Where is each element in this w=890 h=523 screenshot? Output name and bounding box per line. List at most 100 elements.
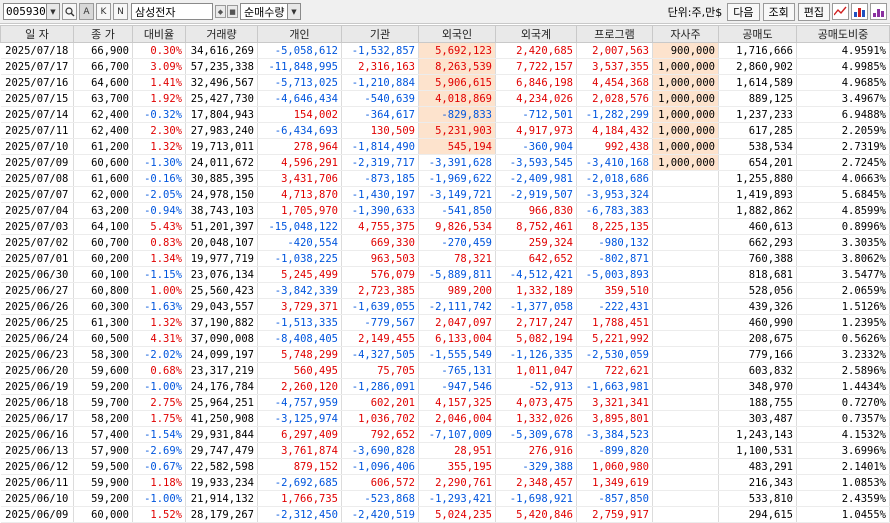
table-row[interactable]: 2025/07/02 60,700 0.83% 20,048,107 -420,554 6… [0, 234, 890, 251]
cell-individual: -5,713,025 [257, 74, 342, 91]
cell-short-sell: 1,716,666 [718, 42, 797, 59]
cell-foreign-broker: -1,377,058 [495, 298, 577, 315]
cell-foreign-broker: 2,348,457 [495, 474, 577, 491]
table-row[interactable]: 2025/06/18 59,700 2.75% 25,964,251 -4,757,95… [0, 394, 890, 411]
cell-short-sell: 1,882,862 [718, 202, 797, 219]
table-row[interactable]: 2025/06/24 60,500 4.31% 37,090,008 -8,408,40… [0, 330, 890, 347]
cell-treasury [652, 474, 719, 491]
stock-memo-icon[interactable]: ■ [227, 5, 238, 18]
cell-foreigner: -7,107,009 [418, 426, 496, 443]
table-row[interactable]: 2025/06/25 61,300 1.32% 37,190,882 -1,513,33… [0, 314, 890, 331]
col-header-institution[interactable]: 기관 [341, 25, 419, 43]
stock-name-field: 삼성전자 [131, 3, 213, 20]
table-row[interactable]: 2025/06/17 58,200 1.75% 41,250,908 -3,125,97… [0, 410, 890, 427]
cell-individual: -15,048,122 [257, 218, 342, 235]
cell-treasury [652, 314, 719, 331]
cell-foreign-broker: -712,501 [495, 106, 577, 123]
filter-k-button[interactable]: K [96, 3, 111, 20]
cell-short-ratio: 4.9591% [796, 42, 890, 59]
cell-program: -3,953,324 [576, 186, 653, 203]
cell-short-sell: 818,681 [718, 266, 797, 283]
cell-short-ratio: 6.9488% [796, 106, 890, 123]
table-row[interactable]: 2025/07/08 61,600 -0.16% 30,885,395 3,431,70… [0, 170, 890, 187]
cell-treasury [652, 282, 719, 299]
col-header-short-sell[interactable]: 공매도 [718, 25, 797, 43]
table-row[interactable]: 2025/07/03 64,100 5.43% 51,201,397 -15,048,1… [0, 218, 890, 235]
cell-volume: 41,250,908 [185, 410, 258, 427]
table-row[interactable]: 2025/06/09 60,000 1.52% 28,179,267 -2,312,45… [0, 506, 890, 523]
stock-code-input[interactable]: 005930 [3, 3, 47, 20]
table-row[interactable]: 2025/06/10 59,200 -1.00% 21,914,132 1,766,73… [0, 490, 890, 507]
edit-button[interactable]: 편집 [797, 2, 830, 21]
cell-volume: 22,582,598 [185, 458, 258, 475]
col-header-program[interactable]: 프로그램 [576, 25, 653, 43]
chevron-down-icon[interactable]: ▼ [47, 3, 60, 20]
cell-foreigner: -541,850 [418, 202, 496, 219]
col-header-change-rate[interactable]: 대비율 [132, 25, 186, 43]
col-header-close[interactable]: 종 가 [73, 25, 133, 43]
table-row[interactable]: 2025/06/13 57,900 -2.69% 29,747,479 3,761,87… [0, 442, 890, 459]
cell-foreigner: 4,157,325 [418, 394, 496, 411]
col-header-foreign-broker[interactable]: 외국계 [495, 25, 577, 43]
cell-date: 2025/06/18 [0, 394, 74, 411]
cell-short-ratio: 1.4434% [796, 378, 890, 395]
table-row[interactable]: 2025/07/04 63,200 -0.94% 38,743,103 1,705,97… [0, 202, 890, 219]
col-header-individual[interactable]: 개인 [257, 25, 342, 43]
cell-volume: 29,043,557 [185, 298, 258, 315]
cell-program: 992,438 [576, 138, 653, 155]
col-header-date[interactable]: 일 자 [0, 25, 74, 43]
export-chart-icon[interactable] [870, 3, 887, 20]
cell-individual: -11,848,995 [257, 58, 342, 75]
table-row[interactable]: 2025/06/16 57,400 -1.54% 29,931,844 6,297,40… [0, 426, 890, 443]
filter-n-button[interactable]: N [113, 3, 128, 20]
table-row[interactable]: 2025/07/10 61,200 1.32% 19,713,011 278,964 -1… [0, 138, 890, 155]
table-row[interactable]: 2025/07/15 63,700 1.92% 25,427,730 -4,646,43… [0, 90, 890, 107]
stock-info-icon[interactable]: ◆ [215, 5, 226, 18]
table-row[interactable]: 2025/06/11 59,900 1.18% 19,933,234 -2,692,68… [0, 474, 890, 491]
table-row[interactable]: 2025/06/19 59,200 -1.00% 24,176,784 2,260,12… [0, 378, 890, 395]
table-row[interactable]: 2025/06/20 59,600 0.68% 23,317,219 560,495 75… [0, 362, 890, 379]
cell-individual: -2,692,685 [257, 474, 342, 491]
table-row[interactable]: 2025/07/09 60,600 -1.30% 24,011,672 4,596,29… [0, 154, 890, 171]
col-header-treasury[interactable]: 자사주 [652, 25, 719, 43]
cell-program: 359,510 [576, 282, 653, 299]
cell-treasury [652, 410, 719, 427]
cell-change-rate: 2.30% [132, 122, 186, 139]
table-row[interactable]: 2025/06/30 60,100 -1.15% 23,076,134 5,245,49… [0, 266, 890, 283]
query-button[interactable]: 조회 [762, 2, 795, 21]
table-row[interactable]: 2025/07/16 64,600 1.41% 32,496,567 -5,713,02… [0, 74, 890, 91]
table-row[interactable]: 2025/07/07 62,000 -2.05% 24,978,150 4,713,87… [0, 186, 890, 203]
table-row[interactable]: 2025/06/12 59,500 -0.67% 22,582,598 879,152-… [0, 458, 890, 475]
cell-institution: -1,286,091 [341, 378, 419, 395]
col-header-volume[interactable]: 거래량 [185, 25, 258, 43]
table-row[interactable]: 2025/07/01 60,200 1.34% 19,977,719 -1,038,22… [0, 250, 890, 267]
col-header-short-ratio[interactable]: 공매도비중 [796, 25, 890, 43]
table-row[interactable]: 2025/06/26 60,300 -1.63% 29,043,557 3,729,37… [0, 298, 890, 315]
cell-change-rate: -1.30% [132, 154, 186, 171]
table-row[interactable]: 2025/06/23 58,300 -2.02% 24,099,197 5,748,29… [0, 346, 890, 363]
col-header-foreigner[interactable]: 외국인 [418, 25, 496, 43]
cell-close: 57,400 [73, 426, 133, 443]
cell-close: 59,500 [73, 458, 133, 475]
cell-close: 66,900 [73, 42, 133, 59]
table-row[interactable]: 2025/07/17 66,700 3.09% 57,235,338 -11,848,9… [0, 58, 890, 75]
cell-date: 2025/07/17 [0, 58, 74, 75]
cell-short-sell: 654,201 [718, 154, 797, 171]
table-row[interactable]: 2025/07/14 62,400 -0.32% 17,804,943 154,002-… [0, 106, 890, 123]
chevron-down-icon[interactable]: ▼ [288, 3, 301, 20]
cell-program: -802,871 [576, 250, 653, 267]
table-row[interactable]: 2025/07/11 62,400 2.30% 27,983,240 -6,434,69… [0, 122, 890, 139]
cell-close: 62,000 [73, 186, 133, 203]
cell-treasury [652, 442, 719, 459]
filter-a-button[interactable]: A [79, 3, 94, 20]
table-row[interactable]: 2025/06/27 60,800 1.00% 25,560,423 -3,842,33… [0, 282, 890, 299]
cell-close: 60,300 [73, 298, 133, 315]
bar-chart-icon[interactable] [851, 3, 868, 20]
cell-treasury: 900,000 [652, 42, 719, 59]
line-chart-icon[interactable] [832, 3, 849, 20]
mode-select[interactable]: 순매수량 [240, 3, 288, 20]
cell-foreign-broker: 5,420,846 [495, 506, 577, 523]
search-icon[interactable] [62, 3, 77, 20]
table-row[interactable]: 2025/07/18 66,900 0.30% 34,616,269 -5,058,61… [0, 42, 890, 59]
next-button[interactable]: 다음 [727, 2, 760, 21]
